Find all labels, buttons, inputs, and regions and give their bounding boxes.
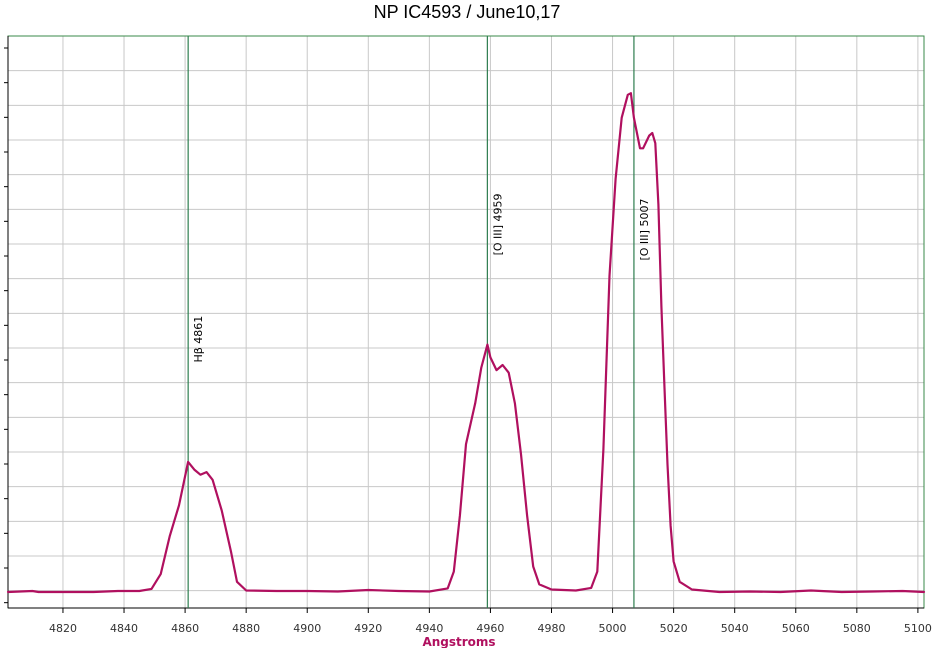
emission-line-markers: Hβ 4861 [O III] 4959 [O III] 5007 [187,36,651,608]
plot-frame [7,35,925,609]
x-tick-label: 4820 [49,622,77,635]
x-tick-label: 5020 [660,622,688,635]
x-tick-label: 5080 [843,622,871,635]
x-tick-label: 5060 [782,622,810,635]
x-tick-label: 4940 [415,622,443,635]
x-tick-label: 4960 [476,622,504,635]
marker-label: [O III] 4959 [491,193,504,255]
chart-title: NP IC4593 / June10,17 [373,2,561,22]
x-tick-label: 4860 [171,622,199,635]
spectrum-line [6,92,926,594]
x-tick-label: 4880 [232,622,260,635]
y-ticks [4,47,8,604]
x-tick-label: 5040 [721,622,749,635]
x-axis-label: Angstroms [422,635,495,648]
x-tick-label: 5000 [599,622,627,635]
x-tick-label: 4900 [293,622,321,635]
grid-lines [8,36,924,608]
x-tick-label: 5100 [904,622,932,635]
x-tick-label: 4840 [110,622,138,635]
x-tick-label: 4980 [537,622,565,635]
marker-label: Hβ 4861 [192,316,205,363]
marker-label: [O III] 5007 [638,199,651,261]
x-ticks: 4820 4840 4860 4880 4900 4920 4940 4960 4980 5000… [49,608,932,635]
x-tick-label: 4920 [354,622,382,635]
series-group [6,92,926,594]
